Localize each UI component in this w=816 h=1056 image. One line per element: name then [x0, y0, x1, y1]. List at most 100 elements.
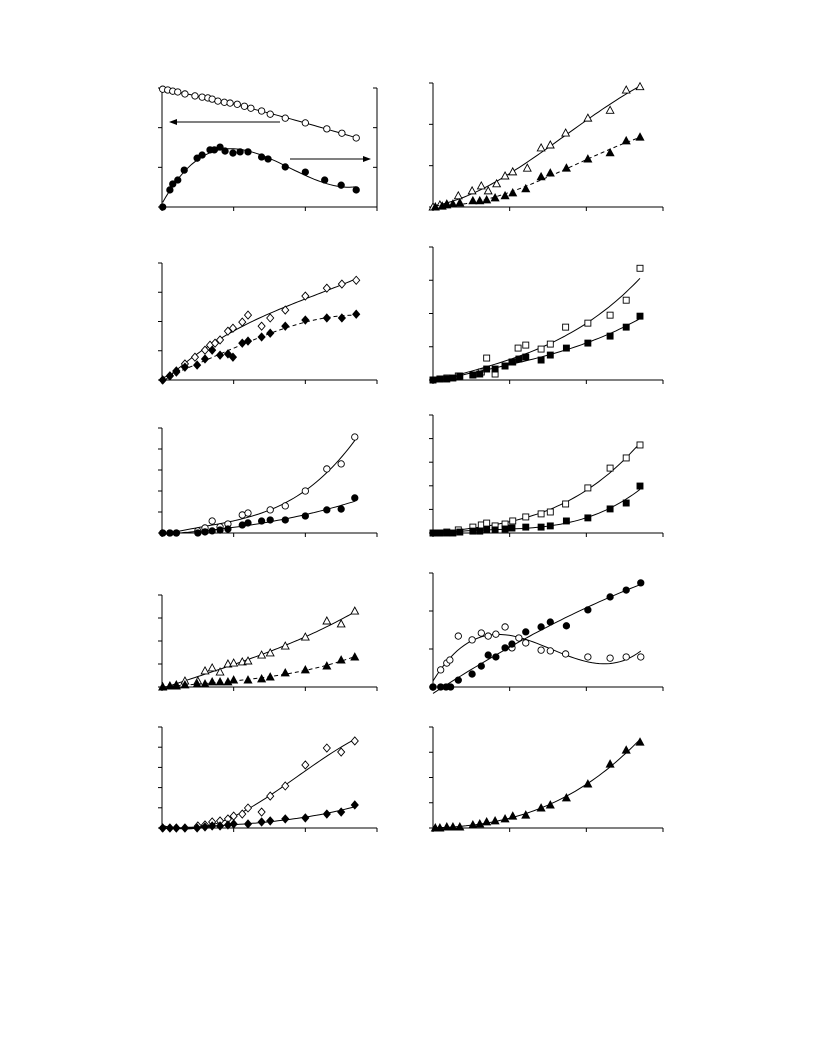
point [483, 519, 491, 527]
point [236, 148, 244, 156]
point [606, 505, 614, 513]
point [442, 822, 452, 831]
point [301, 315, 310, 325]
point [215, 667, 225, 676]
point [606, 654, 614, 662]
point [228, 323, 238, 333]
point [323, 125, 331, 133]
trend-curve [432, 489, 641, 535]
point [243, 310, 253, 320]
point [265, 672, 275, 681]
point [233, 100, 241, 108]
point [281, 114, 289, 122]
point [243, 336, 253, 346]
point [322, 313, 331, 323]
point [192, 679, 202, 688]
point [522, 353, 530, 361]
point [201, 528, 209, 536]
point [174, 176, 182, 184]
point [536, 171, 546, 181]
point [545, 800, 555, 809]
point [352, 309, 361, 319]
trend-curve [432, 277, 641, 383]
point [437, 666, 445, 674]
point [545, 168, 555, 177]
point [224, 525, 232, 533]
point [456, 528, 464, 536]
point [240, 102, 249, 110]
point [455, 822, 465, 831]
point [215, 350, 225, 360]
point [321, 176, 329, 184]
point [337, 807, 346, 817]
point [500, 813, 510, 823]
point [584, 484, 592, 492]
point [490, 192, 500, 202]
point [323, 465, 331, 473]
point [229, 675, 239, 684]
point [265, 648, 275, 657]
point [521, 810, 531, 819]
point [281, 305, 290, 315]
point [257, 817, 266, 827]
point [337, 279, 346, 289]
trend-curve [162, 440, 356, 536]
point [215, 676, 225, 686]
point [492, 653, 500, 661]
point [323, 506, 331, 514]
point [190, 352, 200, 362]
point [637, 653, 645, 661]
point [561, 650, 570, 658]
point [501, 525, 509, 533]
point [301, 119, 309, 127]
trend-curve [435, 738, 641, 829]
point [165, 681, 175, 690]
point [322, 616, 332, 625]
point [208, 527, 216, 535]
point [336, 619, 346, 628]
point [537, 523, 545, 531]
point [257, 107, 266, 115]
point [484, 651, 492, 659]
point [172, 366, 181, 376]
point [257, 517, 266, 525]
point [491, 526, 499, 534]
point [508, 166, 518, 176]
point [605, 147, 615, 157]
point [477, 629, 485, 637]
point [350, 652, 360, 661]
point [606, 464, 614, 472]
point [562, 323, 570, 331]
point [536, 803, 546, 812]
point [621, 745, 631, 754]
point [606, 311, 614, 319]
point [545, 140, 555, 149]
point [469, 527, 477, 535]
point [429, 683, 437, 691]
point [583, 154, 593, 163]
point [207, 676, 217, 686]
point [158, 823, 167, 833]
point [583, 113, 593, 122]
point [508, 188, 518, 197]
point [500, 190, 510, 200]
point [257, 332, 266, 342]
point [491, 365, 499, 373]
point [429, 376, 437, 384]
point [244, 509, 252, 517]
point [301, 813, 310, 823]
point [522, 163, 532, 172]
point [621, 85, 631, 94]
point [221, 147, 229, 155]
point [281, 814, 290, 824]
point [468, 670, 476, 678]
point [243, 819, 253, 829]
point [159, 529, 167, 537]
point [229, 149, 237, 157]
point [322, 809, 331, 819]
point [166, 529, 174, 537]
point [636, 441, 644, 449]
point [244, 519, 252, 527]
point [448, 822, 458, 831]
